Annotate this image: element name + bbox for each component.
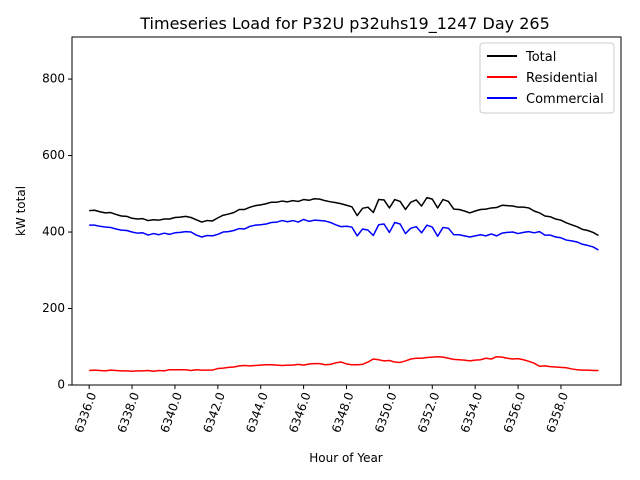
y-axis-label: kW total xyxy=(14,186,28,236)
legend: Total Residential Commercial xyxy=(479,42,615,114)
y-tick-label: 200 xyxy=(42,301,65,315)
y-tick-label: 600 xyxy=(42,148,65,162)
series-line-total xyxy=(89,196,599,237)
y-tick-label: 800 xyxy=(42,72,65,86)
y-tick-label: 400 xyxy=(42,225,65,239)
legend-label-total: Total xyxy=(525,50,556,65)
chart-title: Timeseries Load for P32U p32uhs19_1247 D… xyxy=(139,14,550,34)
series-line-residential xyxy=(89,355,599,372)
series-line-commercial xyxy=(89,218,599,251)
y-tick-label: 0 xyxy=(57,378,65,392)
legend-box xyxy=(479,42,615,114)
series-layer xyxy=(89,196,599,372)
x-axis-label: Hour of Year xyxy=(309,451,383,465)
y-axis: 0 200 400 600 800 xyxy=(42,72,72,392)
legend-label-residential: Residential xyxy=(526,71,598,86)
legend-label-commercial: Commercial xyxy=(526,92,604,107)
